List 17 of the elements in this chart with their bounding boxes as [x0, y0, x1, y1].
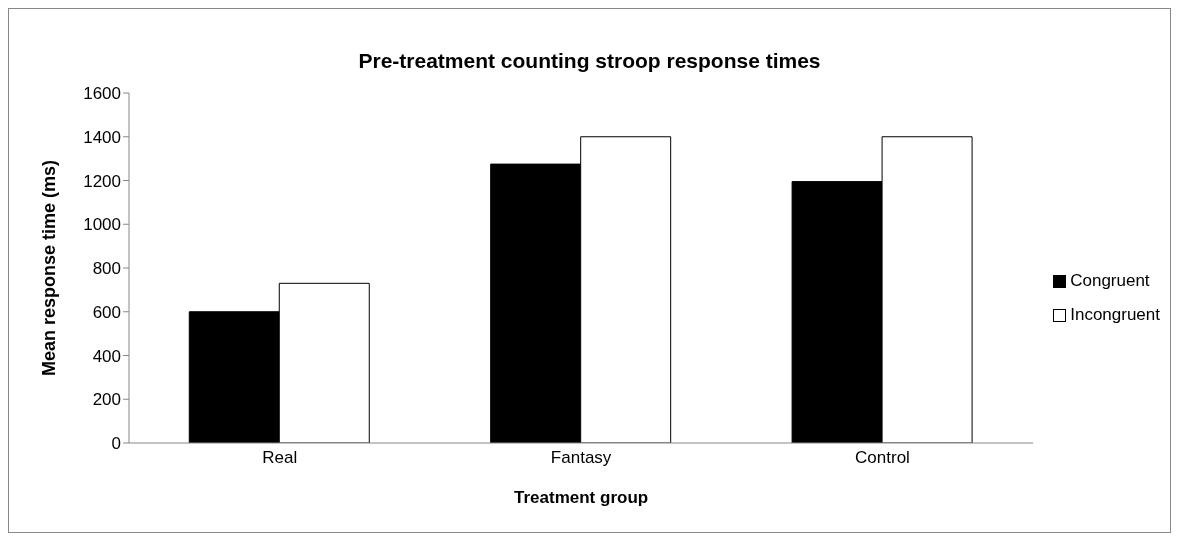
chart-title: Pre-treatment counting stroop response times — [357, 49, 822, 73]
y-tick-label: 1400 — [83, 127, 121, 147]
y-tick-label: 1000 — [83, 215, 121, 235]
y-tick-label: 0 — [111, 434, 121, 454]
y-tick-label: 400 — [92, 346, 121, 366]
y-tick-label: 800 — [92, 259, 121, 279]
y-tick-label: 1200 — [83, 171, 121, 191]
y-tick-label: 1600 — [83, 84, 121, 104]
x-axis-title: Treatment group — [514, 488, 649, 507]
legend-label: Congruent — [1070, 271, 1150, 291]
x-tick-label: Real — [262, 448, 298, 468]
y-tick-label: 600 — [92, 302, 121, 322]
x-tick-label: Control — [855, 448, 910, 468]
legend-label: Incongruent — [1070, 305, 1160, 325]
y-axis-title: Mean response time (ms) — [39, 159, 60, 377]
y-tick-label: 200 — [92, 390, 121, 410]
x-tick-label: Fantasy — [550, 448, 612, 468]
